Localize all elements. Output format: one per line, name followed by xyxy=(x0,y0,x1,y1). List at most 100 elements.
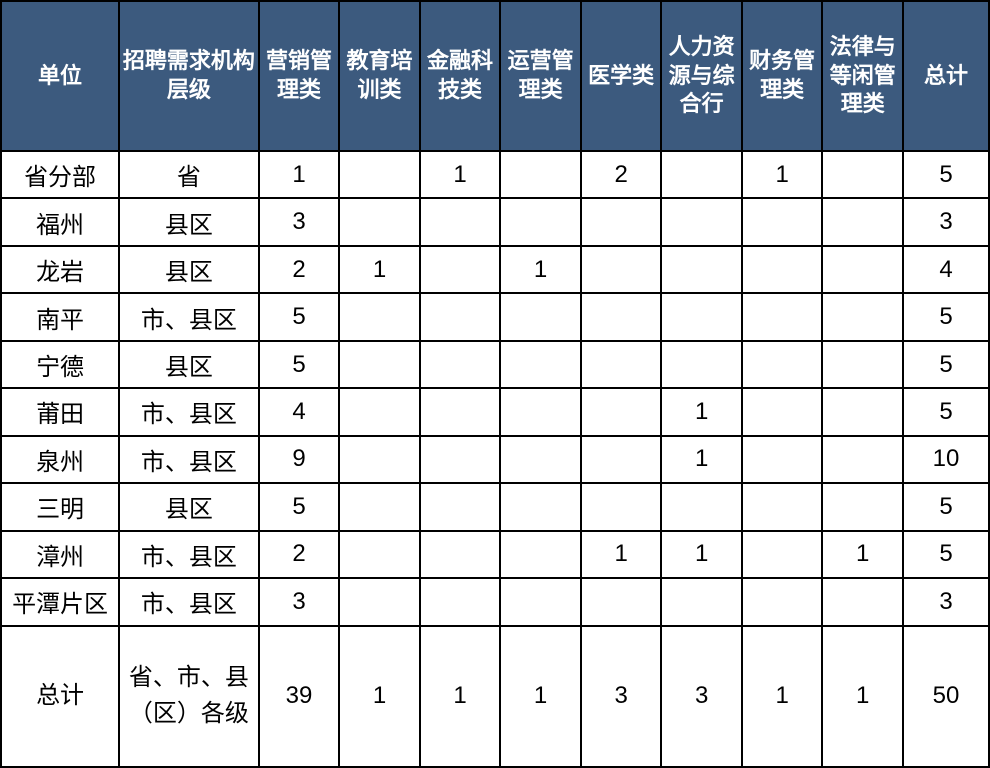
cell-unit: 龙岩 xyxy=(1,246,119,293)
table-header-row: 单位 招聘需求机构层级 营销管理类 教育培训类 金融科技类 运营管理类 医学类 … xyxy=(1,1,989,151)
cell-total: 5 xyxy=(903,531,989,578)
header-medical: 医学类 xyxy=(581,1,662,151)
cell-finance: 1 xyxy=(742,151,823,198)
cell-total: 5 xyxy=(903,293,989,340)
cell-legal xyxy=(822,151,903,198)
cell-fintech xyxy=(420,483,501,530)
cell-unit: 南平 xyxy=(1,293,119,340)
cell-marketing: 2 xyxy=(259,531,340,578)
cell-finance xyxy=(742,198,823,245)
cell-hr xyxy=(661,246,742,293)
header-legal: 法律与等闲管理类 xyxy=(822,1,903,151)
cell-total: 3 xyxy=(903,198,989,245)
header-total: 总计 xyxy=(903,1,989,151)
cell-level: 市、县区 xyxy=(119,293,259,340)
cell-marketing: 3 xyxy=(259,198,340,245)
cell-medical xyxy=(581,436,662,483)
cell-total: 50 xyxy=(903,626,989,767)
cell-medical xyxy=(581,483,662,530)
cell-hr xyxy=(661,151,742,198)
cell-fintech: 1 xyxy=(420,151,501,198)
cell-operations xyxy=(500,388,581,435)
cell-operations xyxy=(500,436,581,483)
cell-unit: 平潭片区 xyxy=(1,578,119,625)
cell-hr xyxy=(661,483,742,530)
cell-legal: 1 xyxy=(822,531,903,578)
table-row: 南平市、县区55 xyxy=(1,293,989,340)
cell-total: 4 xyxy=(903,246,989,293)
cell-unit: 省分部 xyxy=(1,151,119,198)
cell-marketing: 4 xyxy=(259,388,340,435)
cell-medical: 3 xyxy=(581,626,662,767)
cell-education xyxy=(339,388,420,435)
cell-level: 县区 xyxy=(119,341,259,388)
table-row: 省分部省11215 xyxy=(1,151,989,198)
cell-level: 市、县区 xyxy=(119,388,259,435)
cell-education: 1 xyxy=(339,626,420,767)
table-row: 龙岩县区2114 xyxy=(1,246,989,293)
table-row: 宁德县区55 xyxy=(1,341,989,388)
cell-level: 省 xyxy=(119,151,259,198)
cell-hr xyxy=(661,578,742,625)
cell-legal xyxy=(822,293,903,340)
cell-finance xyxy=(742,531,823,578)
header-marketing: 营销管理类 xyxy=(259,1,340,151)
cell-hr xyxy=(661,198,742,245)
cell-operations: 1 xyxy=(500,626,581,767)
cell-hr: 3 xyxy=(661,626,742,767)
cell-total: 5 xyxy=(903,151,989,198)
cell-marketing: 2 xyxy=(259,246,340,293)
cell-level: 市、县区 xyxy=(119,578,259,625)
cell-operations: 1 xyxy=(500,246,581,293)
cell-hr: 1 xyxy=(661,388,742,435)
cell-hr: 1 xyxy=(661,436,742,483)
cell-total: 5 xyxy=(903,388,989,435)
cell-finance xyxy=(742,388,823,435)
cell-education: 1 xyxy=(339,246,420,293)
cell-level: 县区 xyxy=(119,246,259,293)
cell-legal xyxy=(822,578,903,625)
cell-unit: 宁德 xyxy=(1,341,119,388)
cell-fintech: 1 xyxy=(420,626,501,767)
header-unit: 单位 xyxy=(1,1,119,151)
cell-operations xyxy=(500,531,581,578)
cell-unit: 福州 xyxy=(1,198,119,245)
cell-education xyxy=(339,341,420,388)
recruitment-table: 单位 招聘需求机构层级 营销管理类 教育培训类 金融科技类 运营管理类 医学类 … xyxy=(0,0,990,768)
table-row: 平潭片区市、县区33 xyxy=(1,578,989,625)
cell-level: 县区 xyxy=(119,483,259,530)
cell-marketing: 5 xyxy=(259,293,340,340)
cell-hr xyxy=(661,293,742,340)
cell-fintech xyxy=(420,531,501,578)
cell-marketing: 1 xyxy=(259,151,340,198)
cell-education xyxy=(339,151,420,198)
cell-legal xyxy=(822,341,903,388)
cell-fintech xyxy=(420,246,501,293)
cell-medical xyxy=(581,293,662,340)
cell-unit: 三明 xyxy=(1,483,119,530)
cell-hr xyxy=(661,341,742,388)
cell-total: 5 xyxy=(903,483,989,530)
cell-operations xyxy=(500,341,581,388)
cell-education xyxy=(339,483,420,530)
table-row: 总计省、市、县（区）各级39111331150 xyxy=(1,626,989,767)
cell-total: 5 xyxy=(903,341,989,388)
cell-marketing: 5 xyxy=(259,483,340,530)
cell-legal xyxy=(822,388,903,435)
recruitment-table-container: 单位 招聘需求机构层级 营销管理类 教育培训类 金融科技类 运营管理类 医学类 … xyxy=(0,0,990,768)
header-level: 招聘需求机构层级 xyxy=(119,1,259,151)
cell-total: 3 xyxy=(903,578,989,625)
cell-medical: 1 xyxy=(581,531,662,578)
cell-operations xyxy=(500,293,581,340)
table-row: 福州县区33 xyxy=(1,198,989,245)
header-fintech: 金融科技类 xyxy=(420,1,501,151)
header-finance: 财务管理类 xyxy=(742,1,823,151)
cell-operations xyxy=(500,198,581,245)
cell-unit: 泉州 xyxy=(1,436,119,483)
cell-level: 市、县区 xyxy=(119,531,259,578)
cell-legal xyxy=(822,483,903,530)
cell-legal xyxy=(822,198,903,245)
cell-finance xyxy=(742,436,823,483)
cell-fintech xyxy=(420,436,501,483)
cell-finance xyxy=(742,578,823,625)
